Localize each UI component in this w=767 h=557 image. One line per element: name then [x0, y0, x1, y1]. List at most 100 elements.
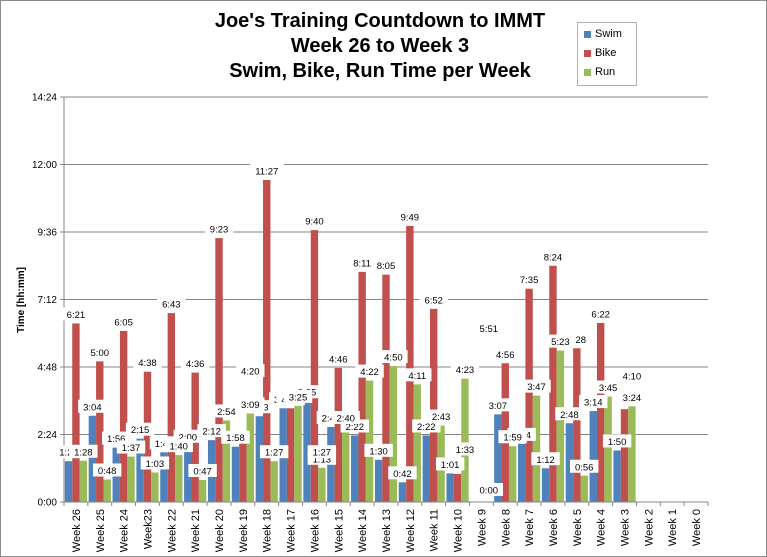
- bike-data-label-box: [300, 214, 329, 228]
- x-tick-label: Week 25: [95, 509, 107, 552]
- run-data-label-box: [379, 350, 408, 364]
- x-tick-label: Week 3: [620, 509, 632, 546]
- x-tick-label: Week 4: [596, 509, 608, 546]
- bike-data-label: 8:24: [544, 252, 563, 263]
- bike-data-label-box: [157, 297, 186, 311]
- x-tick-label: Week 6: [548, 509, 560, 546]
- swim-bar: [589, 411, 597, 502]
- run-bar: [365, 380, 374, 502]
- x-tick-label: Week 12: [405, 509, 417, 552]
- x-tick-label: Week 16: [309, 509, 321, 552]
- x-tick-label: Week 15: [333, 509, 345, 552]
- bike-data-label-box: [109, 314, 138, 328]
- run-data-label: 0:48: [98, 466, 117, 477]
- run-data-label: 3:24: [623, 393, 642, 404]
- bike-bar: [239, 442, 247, 502]
- bike-data-label-box: [419, 292, 448, 306]
- bike-data-label: 9:23: [210, 225, 229, 236]
- run-data-label-box: [69, 444, 98, 458]
- run-data-label-box: [593, 380, 623, 394]
- run-bar: [246, 413, 254, 502]
- swim-data-label: 2:22: [345, 422, 364, 433]
- run-data-label: 1:28: [74, 447, 93, 458]
- run-data-label: 2:54: [217, 407, 236, 418]
- swim-data-label: 1:12: [536, 455, 555, 466]
- chart-legend: Swim Bike Run: [577, 22, 637, 86]
- bike-bar: [286, 408, 295, 502]
- swim-bar: [565, 423, 574, 502]
- run-data-label-box: [426, 409, 456, 423]
- extra-data-label: 1:33: [456, 445, 475, 456]
- run-data-label: 4:23: [456, 365, 475, 376]
- bike-data-label-box: [395, 209, 425, 223]
- run-data-label-box: [617, 390, 647, 404]
- swim-data-label-box: [221, 430, 250, 444]
- run-data-label: 1:40: [169, 442, 188, 453]
- bike-data-label: 6:05: [114, 317, 133, 328]
- y-tick-label: 4:48: [38, 363, 58, 374]
- swim-data-label-box: [78, 399, 107, 413]
- run-data-label: 0:56: [575, 462, 594, 473]
- bike-data-label-box: [61, 307, 91, 321]
- y-tick-label: 0:00: [38, 498, 58, 509]
- swim-data-label: 2:48: [560, 410, 579, 421]
- bike-bar: [263, 179, 271, 502]
- run-data-label-box: [140, 456, 170, 470]
- swim-data-label: 1:56: [107, 434, 126, 445]
- x-tick-label: Week 19: [238, 509, 250, 552]
- extra-data-label-box: [617, 368, 647, 382]
- swim-data-label: 1:46: [155, 439, 174, 450]
- swim-bar: [374, 459, 383, 502]
- x-tick-label: Week 7: [524, 509, 536, 546]
- swim-data-label-box: [388, 466, 417, 480]
- bike-bar: [406, 225, 414, 502]
- x-tick-label: Week 26: [71, 509, 83, 552]
- x-tick-label: Week 21: [190, 509, 202, 552]
- run-bar: [580, 475, 588, 502]
- bike-bar: [382, 274, 390, 502]
- swim-data-label: 1:58: [226, 433, 245, 444]
- swim-data-label: 2:12: [202, 427, 221, 438]
- run-bar: [198, 479, 207, 502]
- run-data-label-box: [283, 389, 313, 403]
- extra-data-label-box: [450, 442, 480, 456]
- chart-title-line-3: Swim, Bike, Run Time per Week: [229, 60, 531, 82]
- swim-data-label-box: [483, 398, 513, 412]
- bike-data-label: 6:52: [424, 295, 443, 306]
- bike-bar: [143, 371, 152, 502]
- bike-data-label: 8:05: [377, 261, 396, 272]
- swim-bar: [184, 445, 192, 502]
- run-data-label-box: [188, 463, 217, 477]
- legend-label-bike: Bike: [595, 47, 617, 59]
- bike-bar: [96, 361, 104, 502]
- bike-data-label: 6:22: [591, 309, 610, 320]
- run-data-label-box: [116, 440, 146, 454]
- bike-data-label: 7:35: [520, 275, 539, 286]
- swim-bar: [398, 482, 407, 502]
- x-tick-label: Week 18: [262, 509, 274, 552]
- run-data-label: 4:22: [360, 367, 379, 378]
- run-data-label-box: [450, 362, 480, 376]
- run-data-label-box: [212, 404, 241, 418]
- swim-data-label-box: [435, 457, 465, 471]
- legend-label-swim: Swim: [595, 28, 622, 40]
- run-data-label: 1:37: [122, 443, 141, 454]
- run-bar: [151, 472, 159, 502]
- swim-data-label-box: [579, 395, 608, 409]
- x-tick-label: Week 5: [572, 509, 584, 546]
- x-tick-label: Week 10: [453, 509, 465, 552]
- bike-data-label: 11:27: [255, 166, 278, 177]
- swim-data-label: 2:22: [417, 422, 436, 433]
- swim-data-label: 3:14: [584, 398, 603, 409]
- bike-data-label-box: [371, 258, 401, 272]
- x-tick-label: Week 17: [286, 509, 298, 552]
- run-data-label-box: [355, 364, 384, 378]
- run-data-label: 1:59: [503, 433, 522, 444]
- bike-data-label-box: [324, 351, 353, 365]
- swim-bar: [541, 468, 550, 502]
- legend-item-swim: Swim: [584, 28, 622, 40]
- bike-bar: [525, 288, 533, 502]
- bike-data-label: 4:46: [329, 354, 348, 365]
- x-tick-label: Week 22: [166, 509, 178, 552]
- x-tick-label: Week23: [142, 509, 154, 549]
